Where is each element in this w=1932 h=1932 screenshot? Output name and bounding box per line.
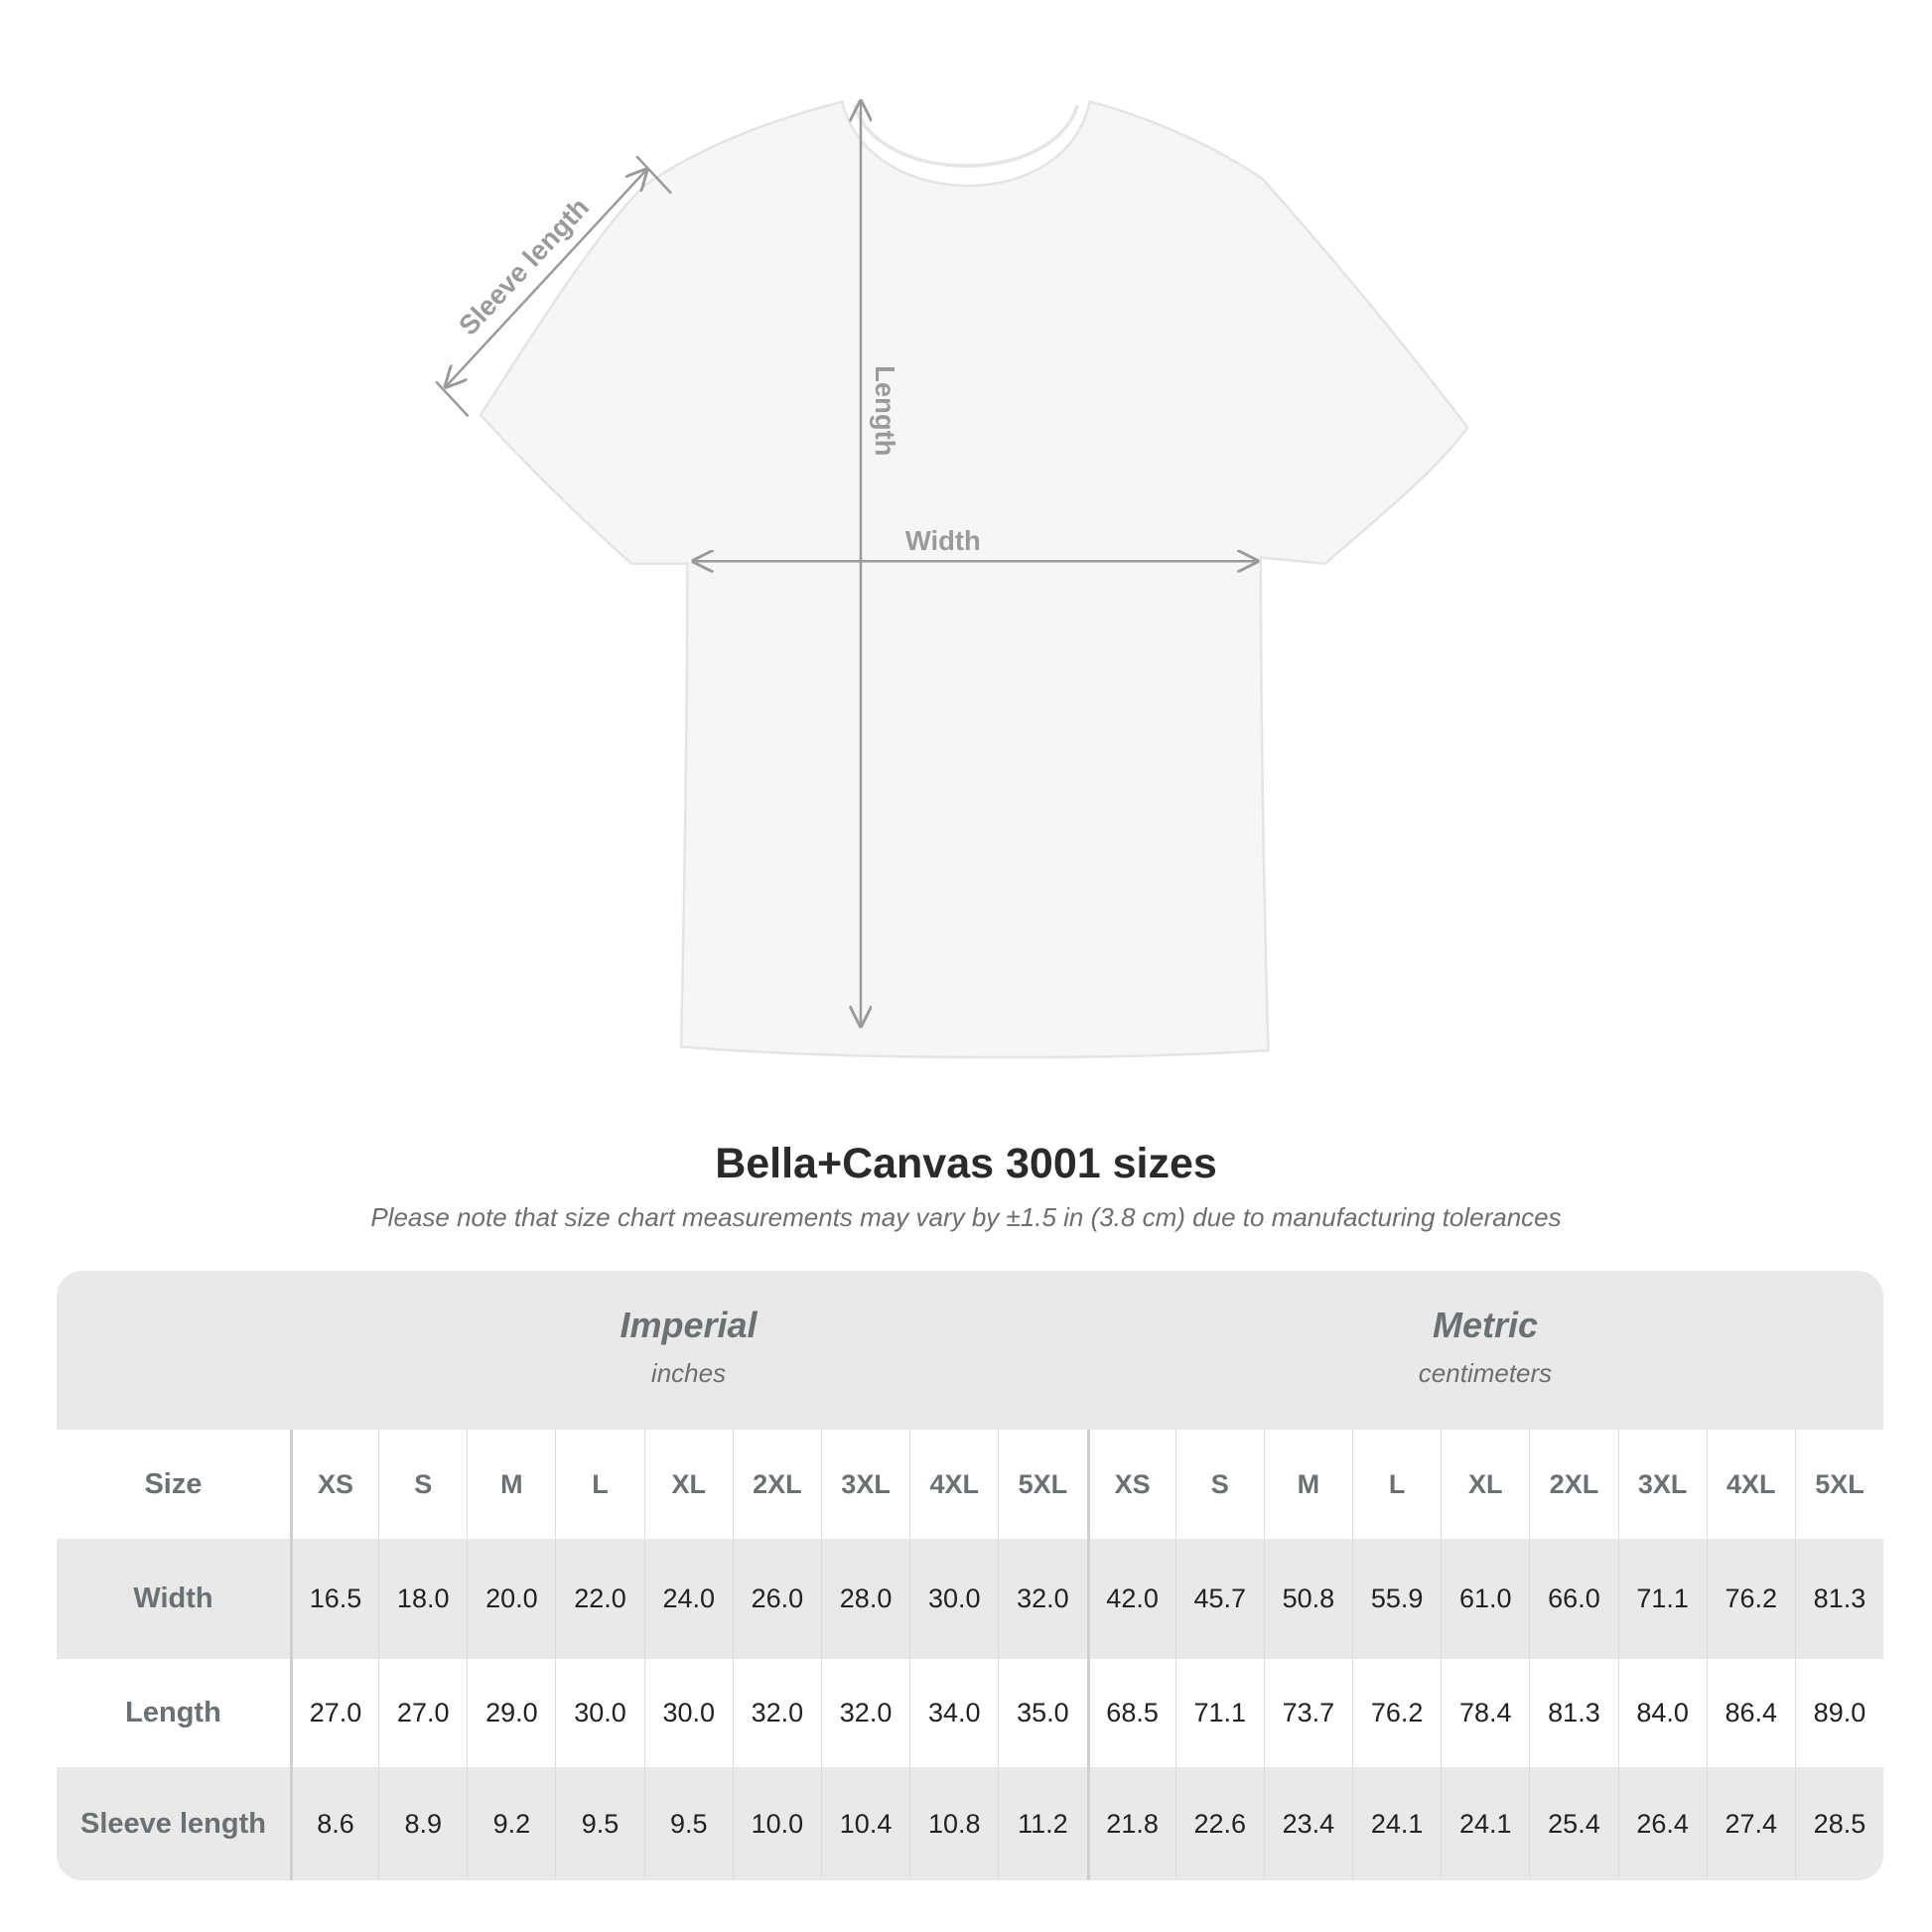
value-cell: 22.6 <box>1174 1767 1264 1880</box>
size-header-row: Size XS S M L XL 2XL 3XL 4XL 5XL XS S M L XL 2XL 3XL 4XL… <box>57 1430 1883 1539</box>
imperial-title: Imperial <box>620 1305 758 1345</box>
width-label: Width <box>905 525 981 556</box>
value-cell: 68.5 <box>1086 1659 1175 1767</box>
row-label: Width <box>133 1583 213 1614</box>
size-header-label: Size <box>144 1467 203 1500</box>
value-cell: 21.8 <box>1086 1767 1175 1880</box>
value-cell: 32.0 <box>998 1539 1086 1659</box>
value-cell: 9.2 <box>467 1767 555 1880</box>
sleeve-line <box>446 170 646 386</box>
value-cell: 28.0 <box>820 1539 909 1659</box>
value-cell: 28.5 <box>1794 1767 1883 1880</box>
value-cell: 45.7 <box>1174 1539 1264 1659</box>
value-cell: 9.5 <box>555 1767 643 1880</box>
metric-unit: centimeters <box>1418 1358 1553 1388</box>
size-header-cell: S <box>1174 1430 1264 1539</box>
size-header-cell: 2XL <box>1529 1430 1617 1539</box>
value-cell: 24.1 <box>1441 1767 1529 1880</box>
value-cell: 81.3 <box>1794 1539 1883 1659</box>
table-row-sleeve-length: Sleeve length 8.6 8.9 9.2 9.5 9.5 10.0 10.4 10.… <box>57 1767 1883 1880</box>
value-cell: 8.6 <box>289 1767 378 1880</box>
size-header-cell: M <box>1263 1430 1352 1539</box>
value-cell: 84.0 <box>1617 1659 1707 1767</box>
value-cell: 22.0 <box>555 1539 643 1659</box>
metric-title: Metric <box>1432 1305 1539 1345</box>
sleeve-tick-start <box>435 380 470 418</box>
size-header-cell: XS <box>1086 1430 1175 1539</box>
value-cell: 76.2 <box>1706 1539 1795 1659</box>
value-cell: 24.0 <box>643 1539 733 1659</box>
metric-group-header: Metric centimeters <box>1087 1271 1883 1430</box>
value-cell: 20.0 <box>467 1539 555 1659</box>
value-cell: 10.0 <box>732 1767 821 1880</box>
value-cell: 27.4 <box>1706 1767 1795 1880</box>
size-header-cell: 4XL <box>909 1430 998 1539</box>
sleeve-tick-end <box>635 155 673 195</box>
value-cell: 29.0 <box>467 1659 555 1767</box>
value-cell: 35.0 <box>998 1659 1086 1767</box>
value-cell: 42.0 <box>1086 1539 1175 1659</box>
value-cell: 27.0 <box>289 1659 378 1767</box>
tshirt-measurement-diagram: Sleeve length Length Width <box>435 0 1469 1059</box>
value-cell: 55.9 <box>1352 1539 1441 1659</box>
size-header-cell: 5XL <box>1794 1430 1883 1539</box>
value-cell: 24.1 <box>1352 1767 1441 1880</box>
size-header-cell: 3XL <box>820 1430 909 1539</box>
size-header-cell: XL <box>1441 1430 1529 1539</box>
value-cell: 30.0 <box>643 1659 733 1767</box>
size-header-cell: L <box>555 1430 643 1539</box>
length-label: Length <box>870 365 900 456</box>
size-header-cell: XS <box>289 1430 378 1539</box>
value-cell: 89.0 <box>1794 1659 1883 1767</box>
tshirt-image <box>479 99 1469 1059</box>
value-cell: 10.8 <box>909 1767 998 1880</box>
value-cell: 16.5 <box>289 1539 378 1659</box>
size-header-cell: 5XL <box>998 1430 1086 1539</box>
value-cell: 10.4 <box>820 1767 909 1880</box>
value-cell: 81.3 <box>1529 1659 1617 1767</box>
value-cell: 30.0 <box>909 1539 998 1659</box>
value-cell: 11.2 <box>998 1767 1086 1880</box>
row-label: Length <box>125 1697 221 1728</box>
imperial-group-header: Imperial inches <box>290 1271 1087 1430</box>
value-cell: 23.4 <box>1263 1767 1352 1880</box>
value-cell: 30.0 <box>555 1659 643 1767</box>
value-cell: 50.8 <box>1263 1539 1352 1659</box>
value-cell: 73.7 <box>1263 1659 1352 1767</box>
size-header-cell: M <box>467 1430 555 1539</box>
size-header-cell: 4XL <box>1706 1430 1795 1539</box>
value-cell: 25.4 <box>1529 1767 1617 1880</box>
value-cell: 26.4 <box>1617 1767 1707 1880</box>
value-cell: 32.0 <box>820 1659 909 1767</box>
size-header-cell: 3XL <box>1617 1430 1707 1539</box>
value-cell: 32.0 <box>732 1659 821 1767</box>
value-cell: 66.0 <box>1529 1539 1617 1659</box>
value-cell: 76.2 <box>1352 1659 1441 1767</box>
value-cell: 86.4 <box>1706 1659 1795 1767</box>
value-cell: 18.0 <box>378 1539 467 1659</box>
value-cell: 8.9 <box>378 1767 467 1880</box>
collar <box>852 104 1080 168</box>
table-row-length: Length 27.0 27.0 29.0 30.0 30.0 32.0 32.0 34.0 3… <box>57 1659 1883 1767</box>
size-header-cell: 2XL <box>732 1430 821 1539</box>
value-cell: 27.0 <box>378 1659 467 1767</box>
value-cell: 71.1 <box>1174 1659 1264 1767</box>
size-header-cell: L <box>1352 1430 1441 1539</box>
row-label: Sleeve length <box>79 1807 266 1840</box>
page-title: Bella+Canvas 3001 sizes <box>715 1140 1217 1187</box>
size-header-cell: XL <box>643 1430 733 1539</box>
value-cell: 61.0 <box>1441 1539 1529 1659</box>
value-cell: 26.0 <box>732 1539 821 1659</box>
value-cell: 78.4 <box>1441 1659 1529 1767</box>
value-cell: 9.5 <box>643 1767 733 1880</box>
imperial-unit: inches <box>650 1358 727 1388</box>
tolerance-note: Please note that size chart measurements… <box>370 1202 1562 1232</box>
size-header-cell: S <box>378 1430 467 1539</box>
size-table: Imperial inches Metric centimeters Size … <box>57 1271 1883 1880</box>
value-cell: 71.1 <box>1617 1539 1707 1659</box>
table-row-width: Width 16.5 18.0 20.0 22.0 24.0 26.0 28.0 30.0 32… <box>57 1539 1883 1659</box>
value-cell: 34.0 <box>909 1659 998 1767</box>
